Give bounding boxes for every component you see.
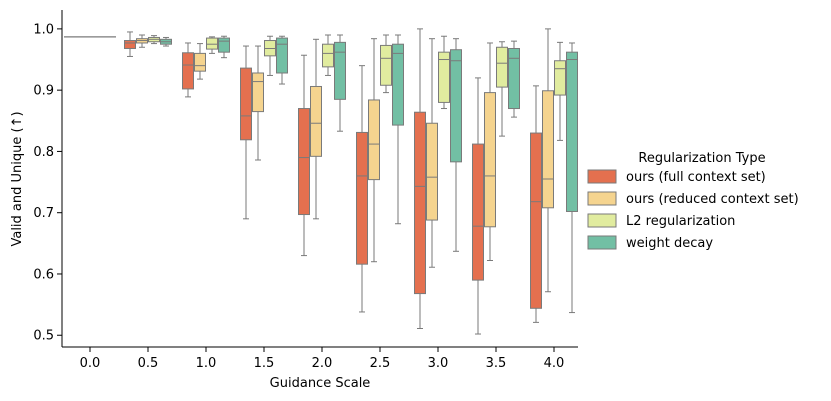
box-body: [276, 37, 288, 74]
box-body: [438, 51, 450, 103]
box-body: [356, 131, 368, 265]
box-0-5: [356, 65, 368, 313]
y-tick-label: 0.6: [33, 267, 54, 282]
x-tick-label: 1.5: [254, 356, 275, 371]
x-tick-label: 4.0: [544, 356, 565, 371]
box-3-1: [160, 36, 172, 47]
legend-label: ours (full context set): [626, 170, 766, 185]
x-tick-label: 1.0: [196, 356, 217, 371]
x-ticks: 0.0 0.5 1.0 1.5 2.0 2.5 3.0 3.5 4.0: [80, 347, 565, 371]
box-body: [194, 52, 206, 72]
box-body: [298, 108, 310, 216]
box-0-6: [414, 28, 426, 330]
box-1-2: [194, 43, 206, 80]
box-1-8: [542, 28, 554, 293]
box-body: [566, 51, 578, 212]
box-1-3: [252, 45, 264, 161]
y-tick-label: 0.8: [33, 145, 54, 160]
box-3-5: [392, 34, 404, 225]
box-1-5: [368, 38, 380, 263]
box-0-1: [124, 31, 136, 57]
y-ticks: 0.5 0.6 0.7 0.8 0.9 1.0: [33, 22, 62, 344]
box-body: [414, 111, 426, 295]
box-2-1: [148, 35, 160, 45]
box-1-7: [484, 42, 496, 261]
y-tick-label: 0.7: [33, 206, 54, 221]
legend-title: Regularization Type: [638, 151, 765, 166]
legend-swatch: [587, 191, 617, 206]
box-body: [124, 40, 136, 49]
legend-label: L2 regularization: [626, 214, 735, 229]
legend: Regularization Type ours (full context s…: [587, 151, 799, 251]
box-1-4: [310, 38, 322, 220]
box-3-4: [334, 34, 346, 132]
box-0-2: [182, 42, 194, 98]
box-body: [310, 85, 322, 157]
y-tick-label: 1.0: [33, 22, 54, 37]
x-axis-label: Guidance Scale: [270, 376, 371, 391]
box-0-3: [240, 45, 252, 220]
box-body: [484, 92, 496, 228]
box-body: [496, 46, 508, 88]
x-tick-label: 3.0: [428, 356, 449, 371]
box-2-2: [206, 36, 218, 54]
y-tick-label: 0.5: [33, 329, 54, 344]
box-2-7: [496, 41, 508, 137]
box-body: [206, 37, 218, 50]
box-body: [182, 52, 194, 90]
box-body: [508, 47, 520, 110]
x-tick-label: 2.0: [312, 356, 333, 371]
box-body: [542, 90, 554, 209]
box-3-7: [508, 40, 520, 118]
y-tick-label: 0.9: [33, 84, 54, 99]
box-body: [472, 143, 484, 281]
box-body: [240, 67, 252, 141]
box-body: [368, 99, 380, 181]
box-body: [334, 41, 346, 100]
box-2-4: [322, 34, 334, 76]
legend-swatch: [587, 169, 617, 184]
box-body: [426, 122, 438, 221]
box-3-8: [566, 42, 578, 314]
box-body: [322, 43, 334, 68]
legend-swatch: [587, 213, 617, 228]
box-body: [450, 49, 462, 163]
box-body: [554, 60, 566, 96]
x-tick-label: 3.5: [486, 356, 507, 371]
y-axis-label: Valid and Unique (↑): [10, 111, 25, 246]
box-2-3: [264, 35, 276, 76]
x-tick-label: 0.0: [80, 356, 101, 371]
box-1-6: [426, 38, 438, 268]
box-2-8: [554, 41, 566, 141]
box-body: [380, 44, 392, 86]
box-body: [392, 43, 404, 126]
box-3-6: [450, 38, 462, 252]
legend-label: ours (reduced context set): [626, 192, 799, 207]
box-1-1: [136, 34, 148, 48]
box-2-5: [380, 34, 392, 94]
box-0-4: [298, 54, 310, 257]
box-2-6: [438, 35, 450, 110]
box-body: [218, 37, 230, 53]
legend-swatch: [587, 235, 617, 250]
box-0-8: [530, 85, 542, 323]
box-body: [530, 132, 542, 309]
box-3-2: [218, 35, 230, 59]
box-0-7: [472, 77, 484, 335]
x-tick-label: 2.5: [370, 356, 391, 371]
legend-label: weight decay: [626, 236, 713, 251]
x-tick-label: 0.5: [138, 356, 159, 371]
boxes-layer: [64, 28, 578, 335]
box-body: [252, 72, 264, 113]
box-3-3: [276, 35, 288, 85]
